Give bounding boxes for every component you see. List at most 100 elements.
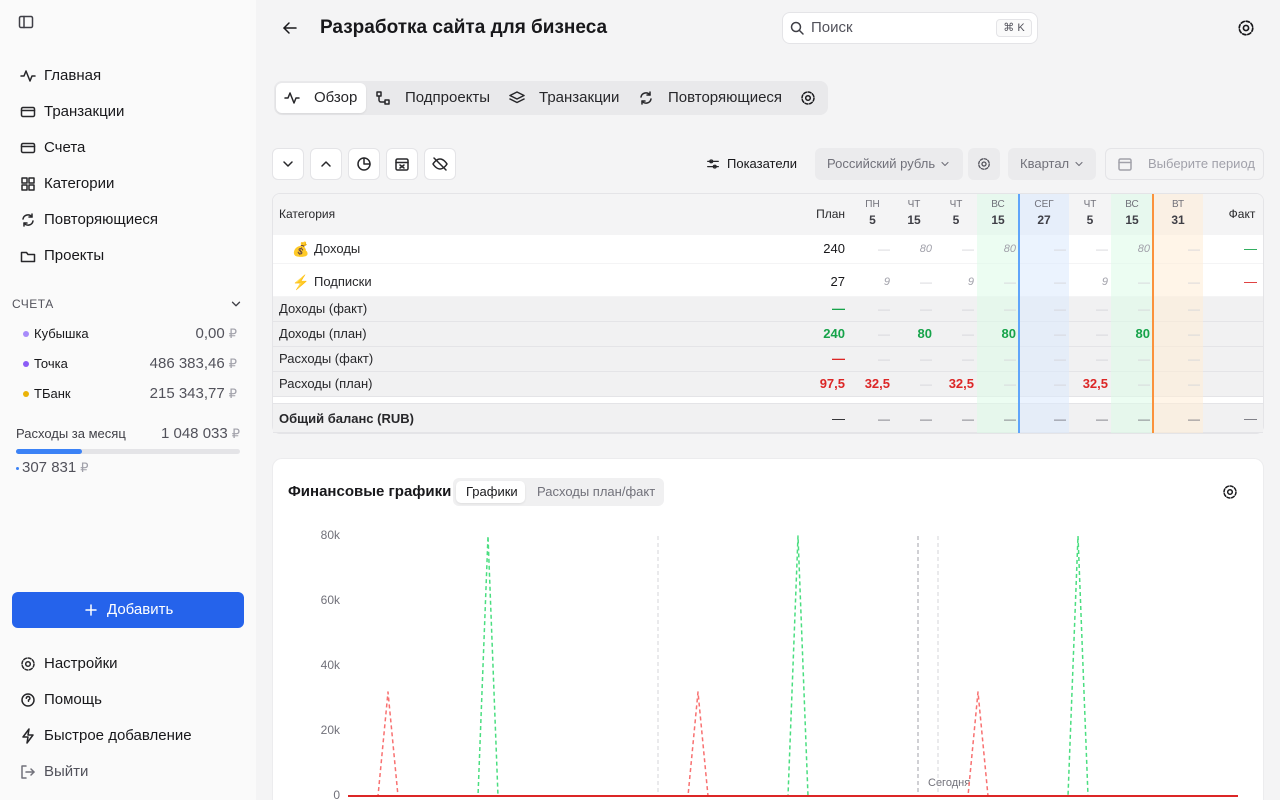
icon <box>357 157 371 171</box>
remaining: 307 831 ₽ <box>22 458 89 478</box>
icon <box>21 657 35 671</box>
row-cell: — <box>1096 242 1108 256</box>
row-plan: 27 <box>830 274 845 289</box>
row-cell: — <box>1096 412 1108 426</box>
charts-tab-active <box>456 481 525 503</box>
icon <box>22 213 34 227</box>
currency-select[interactable] <box>815 148 963 180</box>
period-select[interactable] <box>1008 148 1096 180</box>
icon <box>1238 20 1254 36</box>
row-cell: — <box>1188 275 1200 289</box>
accounts-title: СЧЕТА <box>12 297 54 311</box>
charts-tab[interactable]: Графики <box>466 484 518 499</box>
currency: ₽ <box>228 326 237 341</box>
column-date: 5 <box>869 213 876 227</box>
tab[interactable]: Повторяющиеся <box>668 89 783 106</box>
row-label[interactable]: Подписки <box>314 274 372 289</box>
row-plan: — <box>832 301 845 316</box>
column-tint <box>1111 194 1153 433</box>
remaining-value: 307 831 <box>22 459 77 476</box>
column-accent <box>1018 194 1020 433</box>
nav-item[interactable]: Категории <box>44 175 115 192</box>
settings-button[interactable] <box>968 148 1000 180</box>
account-name[interactable]: ТБанк <box>34 386 71 401</box>
account-amount-value: 215 343,77 <box>149 385 225 402</box>
icon <box>1223 485 1237 499</box>
tab[interactable]: Подпроекты <box>405 89 491 106</box>
row-cell: — <box>1188 377 1200 391</box>
shortcut-box <box>996 19 1032 37</box>
currency: ₽ <box>228 386 237 401</box>
toolbar-button[interactable] <box>310 148 342 180</box>
row-cell: — <box>920 352 932 366</box>
currency: ₽ <box>228 356 237 371</box>
column-day: ЧТ <box>1083 199 1097 210</box>
add-button-label[interactable]: Добавить <box>107 601 174 618</box>
row-cell: — <box>1004 275 1016 289</box>
row-cell: — <box>1096 352 1108 366</box>
charts-tab[interactable]: Расходы план/факт <box>537 484 656 499</box>
row-label: Доходы (план) <box>279 326 367 341</box>
footer-nav-item[interactable]: Настройки <box>44 655 118 672</box>
period-label: Квартал <box>1020 156 1070 171</box>
expenses-amount-value: 1 048 033 <box>160 425 228 442</box>
row-label[interactable]: Доходы <box>314 241 361 256</box>
footer-nav-item[interactable]: Быстрое добавление <box>44 727 192 744</box>
nav-item[interactable]: Проекты <box>44 247 105 264</box>
column-date: 15 <box>1125 213 1139 227</box>
fact-header: Факт <box>1228 207 1256 221</box>
account-amount-value: 0,00 <box>195 325 225 342</box>
icon <box>85 604 97 616</box>
icon <box>321 161 331 167</box>
row-cell: — <box>878 242 890 256</box>
row-cell: 80 <box>1001 326 1016 341</box>
row-cell: — <box>962 327 974 341</box>
row-cell: 80 <box>917 326 932 341</box>
icon <box>21 765 35 779</box>
row-cell: — <box>920 412 932 426</box>
icon <box>432 157 448 171</box>
tab[interactable]: Обзор <box>314 89 358 106</box>
toolbar-button[interactable] <box>272 148 304 180</box>
sidebar <box>0 0 256 800</box>
icon <box>22 728 34 744</box>
column-day: ПН <box>865 199 880 210</box>
toolbar-button[interactable] <box>386 148 418 180</box>
footer-nav-item[interactable]: Выйти <box>44 763 89 780</box>
row-plan: — <box>832 351 845 366</box>
account-name[interactable]: Кубышка <box>34 326 89 341</box>
table-row-bg <box>273 347 1263 372</box>
metrics-button[interactable]: Показатели <box>727 156 797 171</box>
nav-item[interactable]: Счета <box>44 139 86 156</box>
icon <box>941 161 949 167</box>
nav-item[interactable]: Повторяющиеся <box>44 211 159 228</box>
row-plan: 240 <box>823 241 845 256</box>
row-label: Общий баланс (RUB) <box>279 411 414 426</box>
row-fact: — <box>1244 241 1257 256</box>
column-date: 15 <box>907 213 921 227</box>
column-day: ЧТ <box>907 199 921 210</box>
row-cell: — <box>920 302 932 316</box>
row-cell: — <box>1138 352 1150 366</box>
row-cell: — <box>1188 352 1200 366</box>
column-date: 27 <box>1037 213 1051 227</box>
row-cell: 9 <box>883 276 890 288</box>
account-name[interactable]: Точка <box>34 356 68 371</box>
search-shortcut: ⌘ K <box>1003 22 1025 34</box>
row-cell: — <box>1138 302 1150 316</box>
add-button[interactable] <box>12 592 244 628</box>
column-day: СЕГ <box>1034 199 1054 210</box>
row-cell: — <box>1054 377 1066 391</box>
tab[interactable]: Транзакции <box>539 89 620 106</box>
row-fact: — <box>1244 411 1257 426</box>
nav-item[interactable]: Главная <box>44 67 102 84</box>
nav-item[interactable]: Транзакции <box>44 103 125 120</box>
row-cell: — <box>962 302 974 316</box>
row-cell: 32,5 <box>1082 376 1108 391</box>
footer-nav-item[interactable]: Помощь <box>44 691 102 708</box>
row-cell: — <box>1188 327 1200 341</box>
date-picker-label: Выберите период <box>1148 156 1255 171</box>
icon <box>21 177 35 191</box>
search-box[interactable] <box>782 12 1038 44</box>
expenses-amount: 1 048 033 ₽ <box>161 424 240 444</box>
